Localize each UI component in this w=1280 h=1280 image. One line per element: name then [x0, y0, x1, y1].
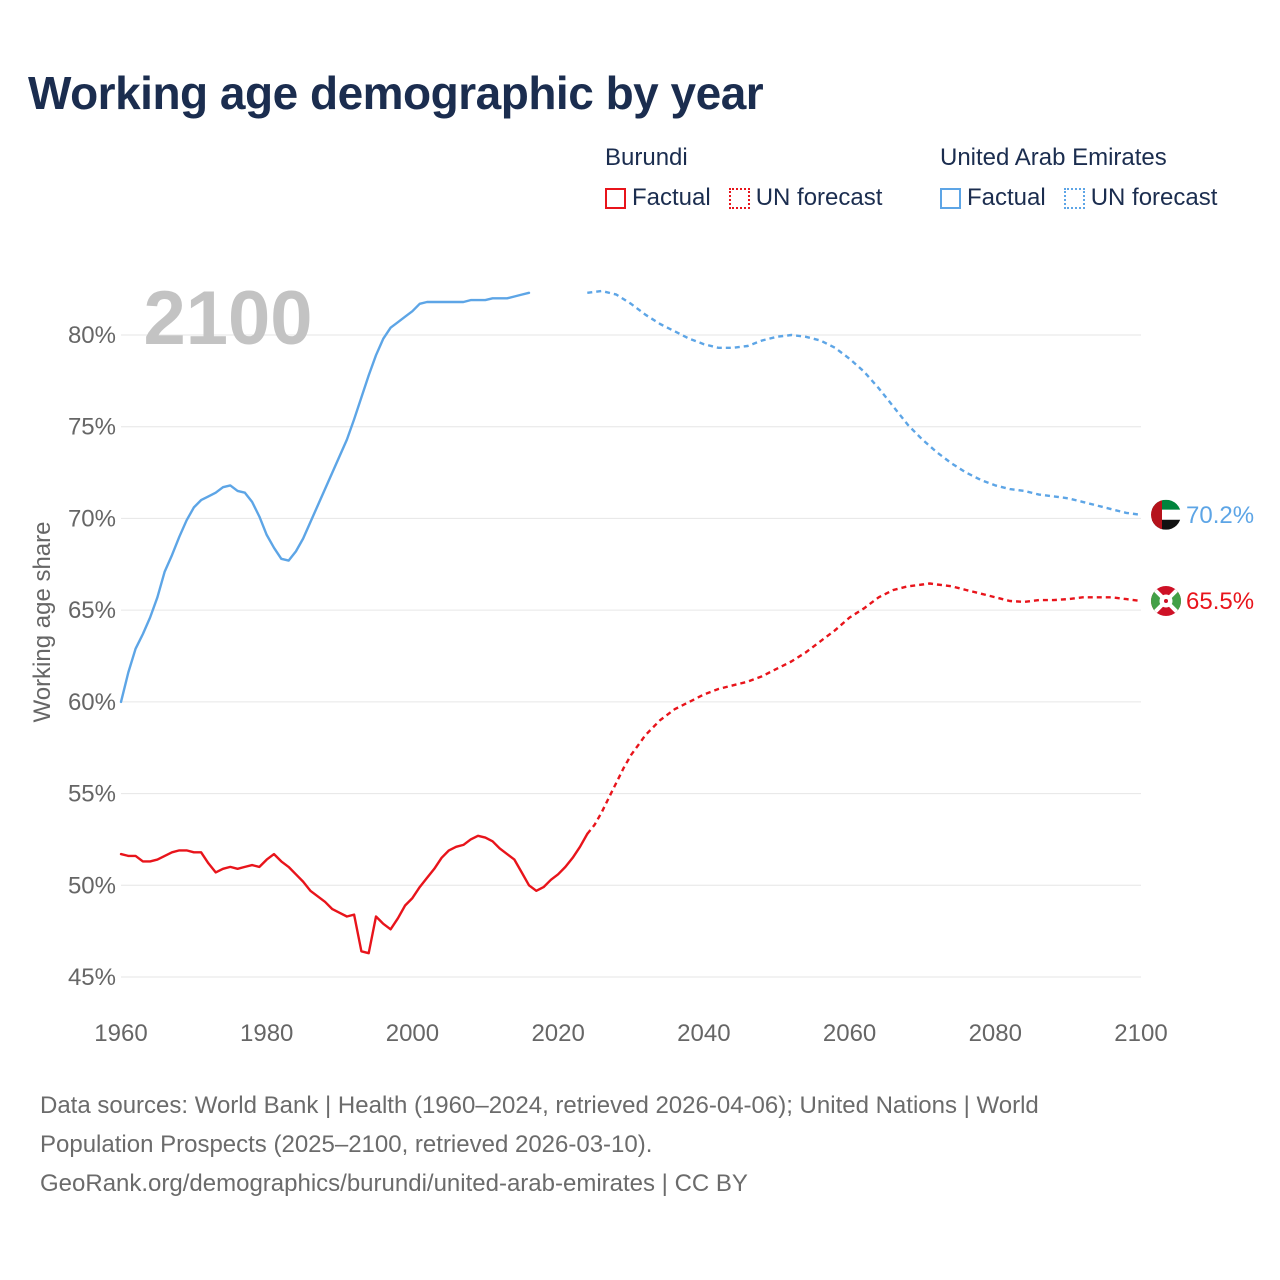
x-tick-label: 2100: [1114, 1020, 1167, 1047]
line-chart: 45% 50% 55% 60% 65% 70% 75% 80% 1960 1980 2000 202…: [29, 276, 1254, 1047]
footer: Data sources: World Bank | Health (1960–…: [40, 1086, 1240, 1203]
year-watermark: 2100: [143, 276, 312, 361]
x-tick-label: 1980: [240, 1020, 293, 1047]
footer-sources-line-2: Population Prospects (2025–2100, retriev…: [40, 1131, 653, 1158]
legend-item-burundi-factual[interactable]: Factual: [605, 184, 711, 212]
y-tick-label: 65%: [68, 597, 116, 624]
legend-item-burundi-forecast[interactable]: UN forecast: [728, 184, 883, 212]
end-value-label: 70.2%: [1186, 502, 1254, 529]
y-tick-labels: 45% 50% 55% 60% 65% 70% 75% 80%: [68, 322, 116, 991]
x-tick-label: 2040: [677, 1020, 730, 1047]
y-tick-label: 60%: [68, 689, 116, 716]
legend-swatch-dotted: [1063, 187, 1085, 209]
series-line-united-arab-emirates-forecast: [587, 289, 1142, 516]
legend-label: Factual: [632, 184, 711, 211]
x-tick-label: 2060: [823, 1020, 876, 1047]
series-line-united-arab-emirates-factual: [119, 291, 531, 704]
legend-swatch-solid: [605, 187, 626, 209]
legend-item-uae-factual[interactable]: Factual: [940, 184, 1046, 212]
x-tick-label: 2000: [386, 1020, 439, 1047]
series-line-burundi-forecast: [586, 582, 1142, 835]
y-tick-label: 45%: [68, 964, 116, 991]
end-markers: 65.5% 70.2%: [1151, 499, 1254, 616]
chart-title: Working age demographic by year: [28, 67, 764, 119]
legend-label: Factual: [967, 184, 1046, 211]
legend-group-burundi: Burundi Factual UN forecast: [605, 144, 882, 212]
legend-label: UN forecast: [1090, 184, 1218, 211]
y-axis-label: Working age share: [29, 522, 56, 723]
x-tick-labels: 1960 1980 2000 2020 2040 2060 2080 2100: [94, 1020, 1167, 1047]
legend-swatch-solid: [940, 187, 961, 209]
series-lines: [119, 289, 1142, 955]
grid-lines: [121, 334, 1141, 978]
burundi-flag-icon: [1151, 585, 1181, 616]
y-tick-label: 70%: [68, 505, 116, 532]
y-tick-label: 80%: [68, 322, 116, 349]
y-tick-label: 75%: [68, 414, 116, 441]
y-tick-label: 50%: [68, 872, 116, 899]
legend-group-name: United Arab Emirates: [940, 144, 1167, 171]
end-value-label: 65.5%: [1186, 588, 1254, 615]
legend-label: UN forecast: [755, 184, 883, 211]
x-tick-label: 2080: [969, 1020, 1022, 1047]
uae-flag-icon: [1151, 499, 1181, 530]
series-line-burundi-factual: [119, 832, 589, 955]
x-tick-label: 1960: [94, 1020, 147, 1047]
legend-item-uae-forecast[interactable]: UN forecast: [1063, 184, 1218, 212]
legend-group-uae: United Arab Emirates Factual UN forecast: [940, 144, 1217, 212]
legend-swatch-dotted: [728, 187, 750, 209]
y-tick-label: 55%: [68, 781, 116, 808]
footer-attribution: GeoRank.org/demographics/burundi/united-…: [40, 1170, 748, 1197]
footer-sources-line-1: Data sources: World Bank | Health (1960–…: [40, 1092, 1039, 1119]
legend-group-name: Burundi: [605, 144, 688, 171]
x-tick-label: 2020: [531, 1020, 584, 1047]
